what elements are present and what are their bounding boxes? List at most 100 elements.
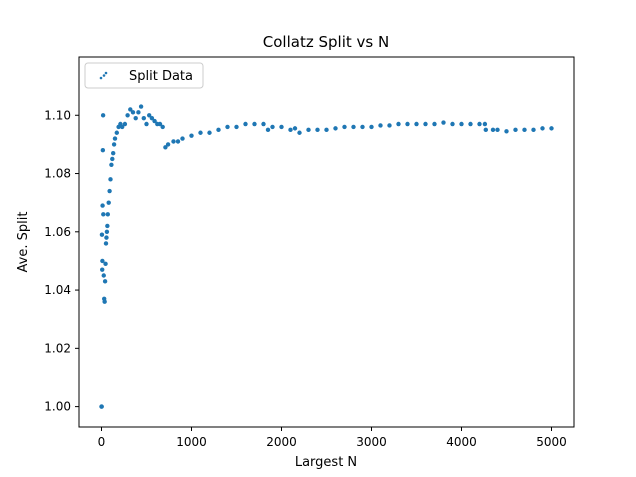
data-point-76 <box>396 121 401 127</box>
data-point-17 <box>105 223 110 229</box>
data-point-44 <box>157 121 163 127</box>
data-points <box>99 104 554 409</box>
data-point-90 <box>504 129 509 134</box>
legend-marker <box>99 71 108 80</box>
data-point-16 <box>104 229 110 234</box>
data-point-48 <box>171 139 176 144</box>
data-point-84 <box>468 121 473 127</box>
data-point-14 <box>103 241 109 246</box>
data-point-59 <box>261 121 266 127</box>
y-tick-label: 1.04 <box>44 283 71 297</box>
y-tick-label: 1.08 <box>44 167 71 181</box>
data-point-85 <box>477 121 482 127</box>
data-point-38 <box>141 115 146 121</box>
data-point-68 <box>324 127 329 133</box>
data-point-79 <box>423 121 428 127</box>
data-point-71 <box>351 124 356 130</box>
data-point-26 <box>112 136 118 141</box>
data-point-9 <box>101 273 106 278</box>
data-point-89 <box>495 127 500 133</box>
data-point-56 <box>234 124 239 130</box>
legend-box <box>84 62 204 89</box>
data-point-81 <box>441 120 446 125</box>
data-point-91 <box>513 127 518 133</box>
x-tick-label: 4000 <box>446 435 477 449</box>
data-point-80 <box>432 121 437 127</box>
data-point-78 <box>414 121 419 127</box>
data-point-83 <box>459 121 464 127</box>
legend-marker-dot-2 <box>104 71 108 75</box>
data-point-66 <box>306 127 311 133</box>
data-point-86 <box>482 121 488 127</box>
x-tick-label: 2000 <box>266 435 297 449</box>
x-tick-label: 5000 <box>536 435 567 449</box>
data-point-27 <box>114 130 120 135</box>
data-point-41 <box>149 115 155 121</box>
data-point-73 <box>369 124 374 130</box>
data-point-46 <box>163 145 168 150</box>
data-point-22 <box>109 162 114 167</box>
y-tick-label: 1.00 <box>44 400 71 414</box>
data-point-82 <box>450 121 455 127</box>
data-point-63 <box>288 127 293 133</box>
data-point-67 <box>315 127 320 133</box>
data-point-4 <box>100 258 105 264</box>
data-point-15 <box>104 235 109 240</box>
data-point-70 <box>342 124 347 130</box>
y-tick-label: 1.10 <box>44 108 71 122</box>
data-point-42 <box>152 118 157 124</box>
data-point-61 <box>270 124 275 130</box>
x-tick-label: 3000 <box>356 435 387 449</box>
data-point-94 <box>540 126 545 131</box>
data-point-87 <box>483 127 488 133</box>
data-point-20 <box>107 188 112 194</box>
x-axis: 0 1000 2000 3000 4000 5000 <box>98 427 567 449</box>
data-point-54 <box>216 127 221 133</box>
data-point-12 <box>102 279 108 284</box>
data-point-93 <box>531 127 536 133</box>
data-point-34 <box>130 110 136 115</box>
data-point-18 <box>105 212 111 217</box>
data-point-92 <box>522 127 527 133</box>
data-point-51 <box>189 133 194 138</box>
data-point-64 <box>292 126 298 131</box>
data-point-36 <box>136 110 141 115</box>
data-point-88 <box>490 127 496 133</box>
data-point-2 <box>99 232 105 237</box>
chart-title: Collatz Split vs N <box>263 33 389 51</box>
data-point-72 <box>360 124 365 130</box>
data-point-30 <box>120 124 125 130</box>
legend-marker-dot-1 <box>102 74 106 77</box>
data-point-55 <box>225 124 230 130</box>
data-point-35 <box>133 115 138 121</box>
legend-label: Split Data <box>129 69 193 84</box>
x-tick-label: 1000 <box>176 435 207 449</box>
data-point-74 <box>378 123 383 128</box>
data-point-31 <box>122 121 128 127</box>
data-point-39 <box>144 121 149 127</box>
data-point-7 <box>100 113 106 118</box>
data-point-50 <box>180 136 185 141</box>
data-point-25 <box>111 142 117 147</box>
data-point-3 <box>100 267 105 272</box>
data-point-23 <box>110 156 115 162</box>
data-point-62 <box>279 124 284 130</box>
data-point-49 <box>175 139 181 144</box>
data-point-33 <box>128 107 133 112</box>
data-point-21 <box>108 177 113 182</box>
y-axis: 1.00 1.02 1.04 1.06 1.08 1.10 <box>44 108 79 414</box>
data-point-8 <box>101 212 106 217</box>
data-point-37 <box>138 104 144 109</box>
data-point-69 <box>333 126 338 131</box>
data-point-1 <box>99 404 104 409</box>
data-point-52 <box>198 130 203 135</box>
legend: Split Data <box>84 62 204 89</box>
x-tick-label: 0 <box>98 435 106 449</box>
y-tick-label: 1.02 <box>44 341 71 355</box>
data-point-6 <box>100 148 106 153</box>
data-point-24 <box>111 150 116 156</box>
plot-frame <box>78 56 575 428</box>
data-point-19 <box>106 200 111 205</box>
data-point-32 <box>125 113 130 118</box>
